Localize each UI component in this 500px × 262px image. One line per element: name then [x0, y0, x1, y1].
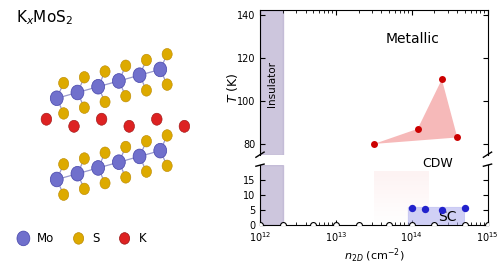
Circle shape: [50, 91, 63, 106]
Circle shape: [162, 79, 172, 90]
Bar: [260, 165, 283, 225]
Circle shape: [80, 183, 90, 195]
Circle shape: [58, 77, 68, 89]
Circle shape: [71, 85, 84, 100]
Circle shape: [133, 149, 146, 164]
Bar: [260, 10, 283, 155]
Circle shape: [162, 130, 172, 141]
Circle shape: [120, 233, 130, 244]
Text: Insulator: Insulator: [267, 61, 277, 107]
Circle shape: [74, 233, 84, 244]
Text: Mo: Mo: [37, 232, 54, 245]
FancyBboxPatch shape: [408, 207, 465, 225]
Point: [414, 127, 422, 131]
Circle shape: [142, 85, 152, 96]
Point: [332, 223, 340, 227]
Circle shape: [154, 143, 166, 158]
Point: [430, 223, 438, 227]
Circle shape: [80, 153, 90, 164]
Circle shape: [142, 166, 152, 177]
Circle shape: [68, 120, 80, 132]
Text: K$_x$MoS$_2$: K$_x$MoS$_2$: [16, 8, 74, 26]
Circle shape: [92, 161, 104, 175]
Point: [460, 223, 468, 227]
Point: [438, 208, 446, 212]
Text: S: S: [92, 232, 100, 245]
Point: [438, 77, 446, 81]
Circle shape: [100, 66, 110, 77]
X-axis label: $n_{2D}$ (cm$^{-2}$): $n_{2D}$ (cm$^{-2}$): [344, 247, 404, 262]
Circle shape: [58, 189, 68, 200]
Point: [370, 142, 378, 146]
Circle shape: [133, 68, 146, 83]
Circle shape: [120, 90, 131, 102]
Point: [460, 206, 468, 210]
Circle shape: [17, 231, 30, 246]
Point: [309, 223, 317, 227]
Text: CDW: CDW: [422, 157, 453, 170]
Point: [385, 223, 393, 227]
Point: [408, 206, 416, 210]
Circle shape: [154, 62, 166, 77]
Text: SC: SC: [438, 210, 457, 224]
Text: $T$ (K): $T$ (K): [225, 73, 240, 103]
Circle shape: [80, 72, 90, 83]
Circle shape: [58, 159, 68, 170]
Circle shape: [50, 172, 63, 187]
Circle shape: [142, 54, 152, 66]
Circle shape: [142, 135, 152, 147]
Point: [354, 223, 362, 227]
Circle shape: [71, 166, 84, 181]
Polygon shape: [374, 79, 458, 144]
Circle shape: [120, 141, 131, 153]
Circle shape: [112, 155, 126, 170]
Circle shape: [112, 74, 126, 88]
Circle shape: [92, 79, 104, 94]
Circle shape: [162, 160, 172, 172]
Circle shape: [100, 96, 110, 108]
Circle shape: [100, 177, 110, 189]
Circle shape: [179, 120, 190, 132]
Point: [256, 223, 264, 227]
Circle shape: [58, 108, 68, 119]
Circle shape: [41, 113, 51, 125]
Point: [454, 135, 462, 140]
Circle shape: [96, 113, 107, 125]
Point: [421, 207, 429, 211]
Circle shape: [100, 147, 110, 159]
Point: [279, 223, 287, 227]
Circle shape: [120, 60, 131, 72]
Text: Metallic: Metallic: [386, 32, 439, 46]
Point: [408, 223, 416, 227]
Text: K: K: [138, 232, 146, 245]
Circle shape: [152, 113, 162, 125]
Point: [484, 223, 492, 227]
Circle shape: [162, 48, 172, 60]
Circle shape: [120, 172, 131, 183]
Circle shape: [124, 120, 134, 132]
Circle shape: [80, 102, 90, 113]
